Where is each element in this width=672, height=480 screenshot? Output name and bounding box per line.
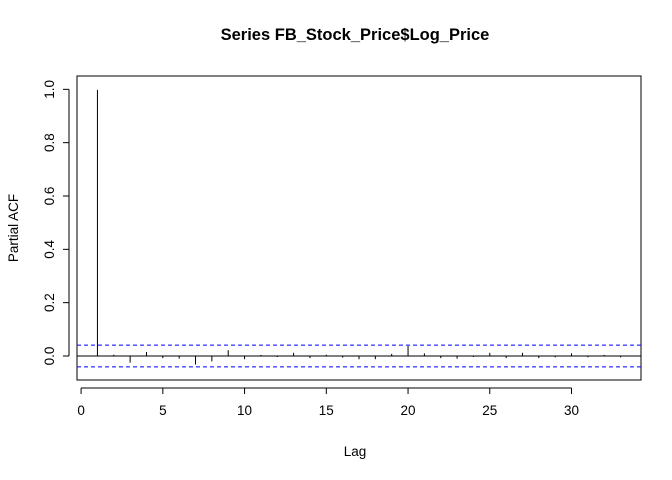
x-tick-label: 25	[482, 403, 497, 418]
x-tick-label: 30	[564, 403, 579, 418]
x-tick-label: 15	[319, 403, 334, 418]
x-axis-label: Lag	[344, 444, 367, 459]
x-axis: 0 5 10 15 20 25 30	[77, 387, 579, 418]
y-tick-label: 0.0	[42, 347, 57, 366]
plot-area	[77, 89, 641, 368]
y-axis: 0.0 0.2 0.4 0.6 0.8 1.0	[42, 80, 70, 366]
plot-frame	[76, 75, 642, 381]
x-tick-label: 5	[159, 403, 167, 418]
y-tick-label: 0.6	[42, 187, 57, 206]
x-tick-label: 10	[237, 403, 252, 418]
y-tick-label: 0.2	[42, 293, 57, 312]
y-tick-label: 1.0	[42, 80, 57, 99]
y-tick-label: 0.4	[42, 239, 57, 258]
y-tick-label: 0.8	[42, 133, 57, 152]
chart-title: Series FB_Stock_Price$Log_Price	[221, 26, 490, 44]
x-tick-label: 0	[77, 403, 85, 418]
x-tick-label: 20	[401, 403, 416, 418]
y-axis-label: Partial ACF	[6, 194, 21, 262]
